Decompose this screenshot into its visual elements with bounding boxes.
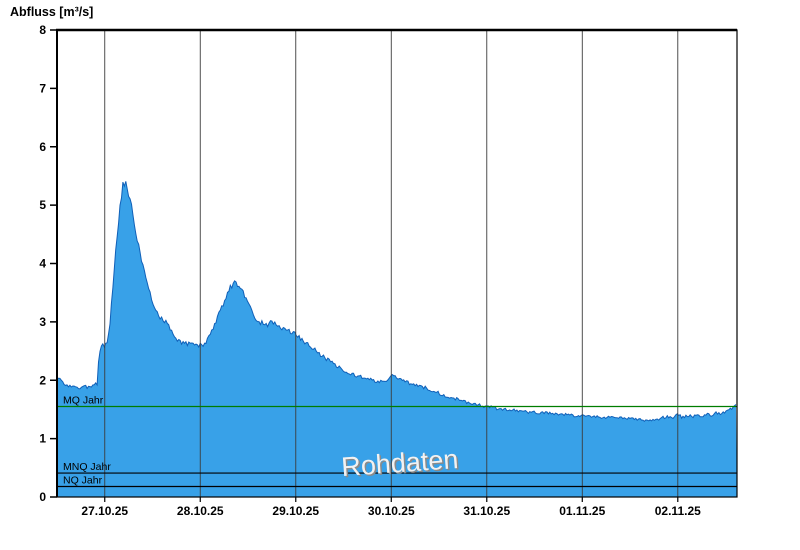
y-tick-label: 8	[39, 23, 46, 37]
y-tick-label: 1	[39, 432, 46, 446]
y-tick-label: 7	[39, 81, 46, 95]
y-tick-label: 0	[39, 490, 46, 504]
mq-jahr-label: MQ Jahr	[63, 395, 104, 407]
x-tick-label: 31.10.25	[463, 504, 510, 518]
mnq-jahr-label: MNQ Jahr	[63, 461, 111, 473]
nq-jahr-label: NQ Jahr	[63, 474, 103, 486]
x-tick-label: 27.10.25	[81, 504, 128, 518]
x-tick-label: 29.10.25	[272, 504, 319, 518]
x-tick-label: 01.11.25	[559, 504, 605, 518]
x-tick-label: 30.10.25	[368, 504, 415, 518]
y-tick-label: 6	[39, 140, 46, 154]
y-tick-label: 5	[39, 198, 46, 212]
x-tick-label: 02.11.25	[655, 504, 701, 518]
y-tick-label: 3	[39, 315, 46, 329]
y-tick-label: 2	[39, 373, 46, 387]
x-tick-label: 28.10.25	[177, 504, 224, 518]
discharge-area	[57, 181, 737, 497]
chart-title: Abfluss [m³/s]	[10, 5, 94, 19]
discharge-line	[56, 181, 737, 422]
y-tick-label: 4	[39, 257, 46, 271]
